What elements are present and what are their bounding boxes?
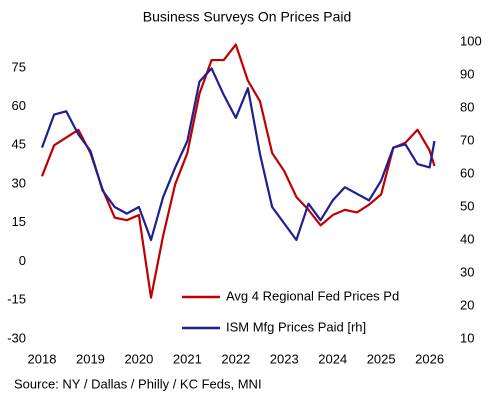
x-tick-label: 2018 [28, 351, 57, 366]
source-note: Source: NY / Dallas / Philly / KC Feds, … [14, 376, 262, 391]
x-tick-label: 2019 [76, 351, 105, 366]
y-tick-label: 15 [12, 214, 26, 229]
y-tick-label: 75 [12, 59, 26, 74]
y-tick-label: 30 [12, 175, 26, 190]
y-tick-label: 60 [12, 98, 26, 113]
y2-tick-label: 90 [460, 66, 474, 81]
y2-tick-label: 80 [460, 99, 474, 114]
chart-title: Business Surveys On Prices Paid [143, 9, 352, 25]
legend-label: ISM Mfg Prices Paid [rh] [226, 319, 366, 334]
x-tick-label: 2020 [124, 351, 153, 366]
x-tick-label: 2026 [415, 351, 444, 366]
series-line [40, 67, 436, 242]
y2-tick-label: 40 [460, 231, 474, 246]
y-tick-label: 0 [19, 253, 26, 268]
legend-label: Avg 4 Regional Fed Prices Pd [226, 288, 399, 303]
y2-tick-label: 60 [460, 165, 474, 180]
y-tick-label: -15 [7, 292, 26, 307]
y2-tick-label: 10 [460, 330, 474, 345]
y-tick-label: -30 [7, 330, 26, 345]
y2-tick-label: 50 [460, 198, 474, 213]
y-tick-label: 45 [12, 137, 26, 152]
x-tick-label: 2021 [173, 351, 202, 366]
y2-tick-label: 70 [460, 132, 474, 147]
y2-tick-label: 100 [460, 33, 482, 48]
x-tick-label: 2022 [221, 351, 250, 366]
y2-tick-label: 30 [460, 264, 474, 279]
series-line [40, 43, 436, 299]
x-tick-label: 2023 [270, 351, 299, 366]
x-tick-label: 2025 [367, 351, 396, 366]
x-tick-label: 2024 [318, 351, 347, 366]
y2-tick-label: 20 [460, 297, 474, 312]
